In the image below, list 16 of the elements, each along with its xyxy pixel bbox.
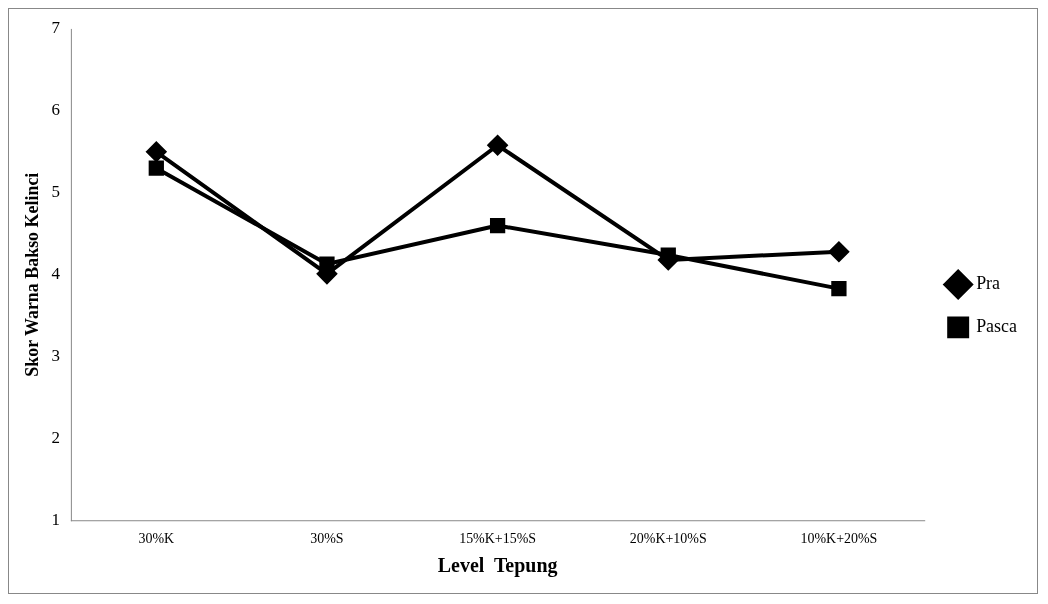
legend-label: Pasca: [976, 316, 1018, 337]
x-tick-label: 10%K+20%S: [800, 531, 878, 547]
x-tick-label: 15%K+15%S: [459, 531, 537, 547]
x-tick-label: 20%K+10%S: [629, 531, 707, 547]
y-tick-label: 6: [51, 100, 60, 120]
legend-label: Pra: [976, 273, 1001, 294]
x-tick-label: 30%S: [310, 531, 344, 547]
y-tick-label: 1: [51, 509, 60, 529]
y-tick-label: 5: [51, 182, 60, 202]
x-tick-label: 30%K: [138, 531, 175, 547]
y-tick-label: 7: [51, 18, 60, 38]
y-tick-label: 4: [51, 264, 61, 284]
y-tick-label: 2: [51, 427, 60, 447]
y-axis-title: Skor Warna Bakso Kelinci: [22, 172, 43, 377]
x-axis-title: Level Tepung: [437, 554, 558, 578]
y-tick-label: 3: [51, 346, 60, 366]
